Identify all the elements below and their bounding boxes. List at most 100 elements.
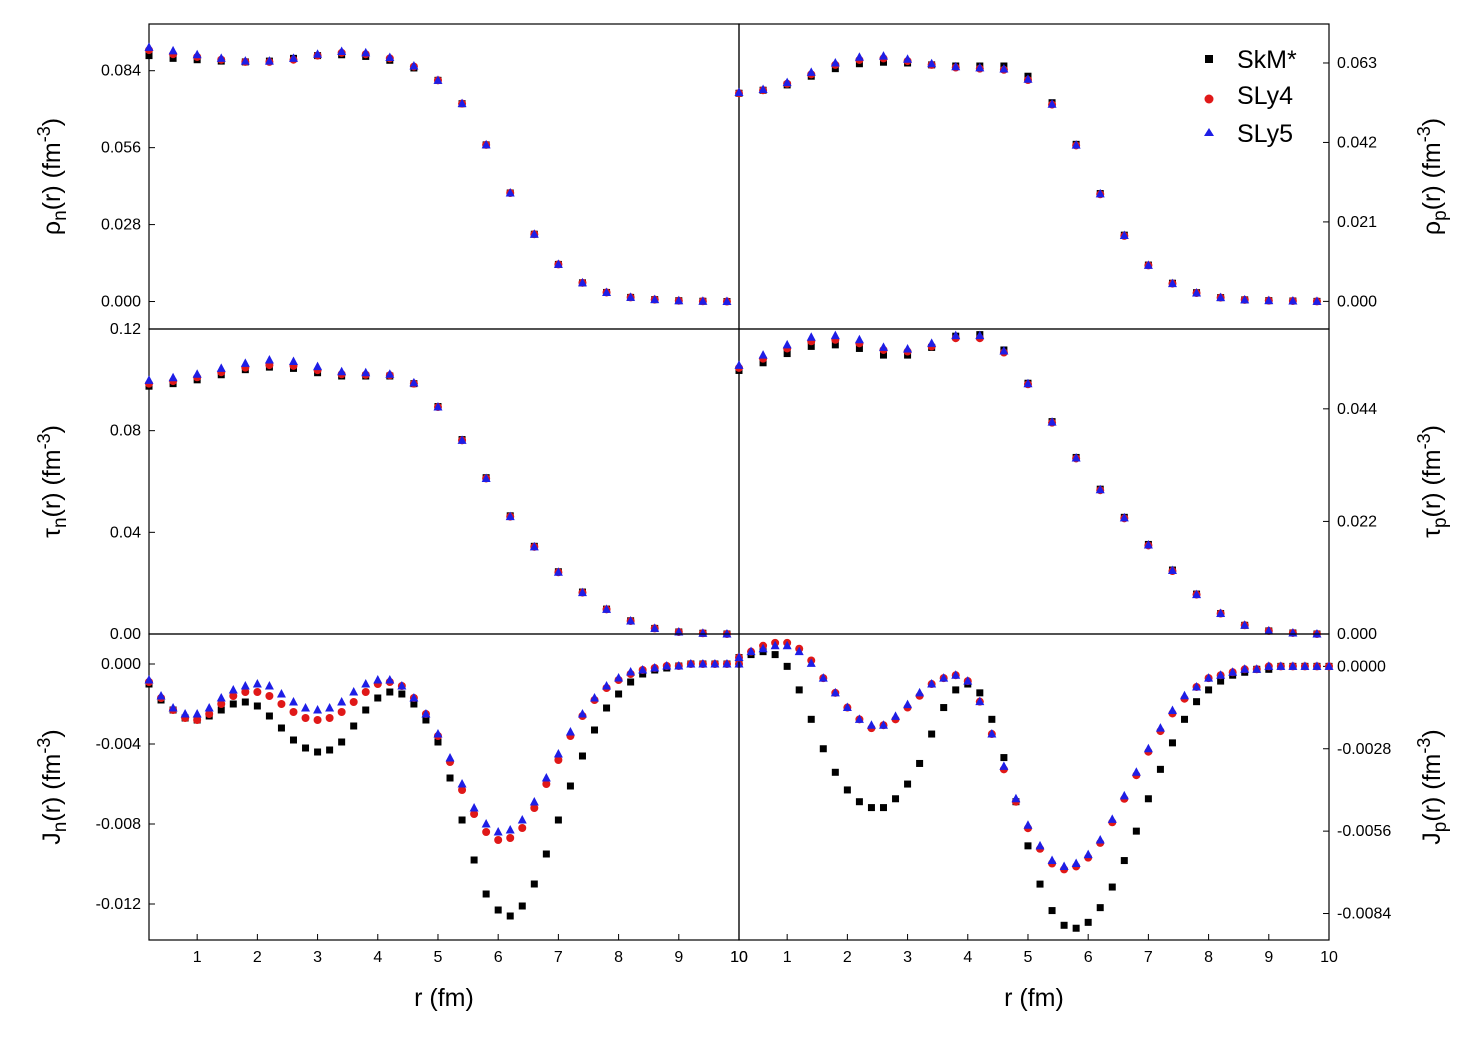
data-point-triangle <box>674 626 684 636</box>
series-sly5 <box>734 330 1322 638</box>
data-point-triangle <box>1204 673 1214 682</box>
data-point-square <box>422 716 430 724</box>
panel-J_n: 0.000 -0.004 -0.008 -0.012 1 2 3 4 5 6 7 8 9 10 Jn(r) … <box>34 633 748 966</box>
data-point-triangle <box>156 691 166 700</box>
data-point-triangle <box>1240 664 1250 673</box>
data-point-triangle <box>758 350 768 359</box>
data-point-triangle <box>722 296 732 306</box>
data-point-triangle <box>662 661 672 670</box>
data-point-triangle <box>1071 140 1081 149</box>
data-point-triangle <box>987 729 997 738</box>
data-point-triangle <box>903 699 913 709</box>
data-point-triangle <box>445 753 455 762</box>
data-point-triangle <box>1119 512 1129 522</box>
series-sly5 <box>734 640 1334 870</box>
series-skmstar <box>735 331 1321 638</box>
plot-frame <box>738 328 1330 635</box>
data-point-square <box>482 890 490 898</box>
data-point-triangle <box>337 46 347 55</box>
data-point-triangle <box>385 369 395 378</box>
x-tick-label: 5 <box>1024 949 1033 966</box>
data-point-square <box>1084 918 1092 926</box>
data-point-square <box>879 351 887 359</box>
data-point-triangle <box>602 604 612 613</box>
data-point-triangle <box>144 675 154 684</box>
data-point-circle <box>241 688 250 696</box>
y-tick-label: -0.004 <box>96 736 141 753</box>
x-tick-label: 10 <box>730 949 748 966</box>
data-point-triangle <box>240 56 250 65</box>
data-point-square <box>807 715 815 723</box>
data-point-triangle <box>866 720 876 729</box>
data-point-triangle <box>505 511 515 521</box>
data-point-triangle <box>878 342 888 351</box>
data-point-triangle <box>878 51 888 60</box>
data-point-square <box>940 704 948 712</box>
data-point-triangle <box>1119 790 1129 800</box>
data-point-square <box>591 726 599 734</box>
y-axis-label-J_p: Jp(r) (fm-3) <box>1414 729 1451 844</box>
data-point-circle <box>301 714 310 722</box>
data-point-square <box>1108 883 1116 891</box>
data-point-triangle <box>192 709 202 718</box>
data-point-triangle <box>1047 417 1057 426</box>
data-point-square <box>542 850 550 858</box>
data-point-square <box>1181 715 1189 723</box>
legend-label-sly5: SLy5 <box>1237 120 1293 148</box>
data-point-triangle <box>1083 849 1093 859</box>
data-point-triangle <box>409 61 419 70</box>
data-point-square <box>928 730 936 738</box>
data-point-triangle <box>782 77 792 87</box>
y-axis-label-tau_n: τn(r) (fm-3) <box>34 425 71 538</box>
y-tick-label: -0.0084 <box>1337 906 1391 923</box>
data-point-circle <box>506 834 515 842</box>
data-point-square <box>1132 827 1140 835</box>
data-point-triangle <box>602 287 612 296</box>
y-tick-label: 0.0000 <box>1337 658 1386 675</box>
data-point-triangle <box>1095 188 1105 198</box>
data-point-triangle <box>758 84 768 93</box>
data-point-triangle <box>999 346 1009 355</box>
x-tick-label: 7 <box>554 949 563 966</box>
data-point-triangle <box>915 687 925 697</box>
data-point-triangle <box>602 681 612 690</box>
data-point-triangle <box>927 338 937 347</box>
data-point-triangle <box>1300 661 1310 670</box>
y-tick-label: 0.08 <box>110 423 141 440</box>
y-axis-label-rho_p: ρp(r) (fm-3) <box>1414 118 1451 235</box>
data-point-square <box>434 738 442 746</box>
data-point-square <box>398 690 406 698</box>
x-tick-label: 3 <box>903 949 912 966</box>
data-point-triangle <box>192 369 202 378</box>
data-point-triangle <box>1312 629 1322 638</box>
data-point-triangle <box>927 679 937 688</box>
data-point-triangle <box>1240 294 1250 304</box>
data-point-triangle <box>1107 814 1117 823</box>
data-point-triangle <box>674 661 684 670</box>
data-point-square <box>350 722 358 730</box>
data-point-circle <box>205 710 214 718</box>
data-point-triangle <box>1023 820 1033 829</box>
data-point-square <box>603 704 611 712</box>
data-point-square <box>867 804 875 812</box>
data-point-triangle <box>1023 378 1033 388</box>
data-point-triangle <box>216 363 226 372</box>
data-point-triangle <box>650 623 660 632</box>
data-point-triangle <box>698 628 708 637</box>
y-tick-label: 0.00 <box>110 626 141 643</box>
data-point-triangle <box>264 355 274 364</box>
y-tick-label: -0.008 <box>96 816 141 833</box>
data-point-circle <box>265 692 274 700</box>
data-point-triangle <box>505 187 515 197</box>
data-point-square <box>145 52 153 60</box>
panel-rho_p: 0.000 0.021 0.042 0.063 ρp(r) (fm-3) <box>734 23 1451 330</box>
data-point-triangle <box>529 797 539 806</box>
legend-marker-sly5 <box>1204 128 1214 136</box>
data-point-triangle <box>433 402 443 411</box>
y-tick-label: 0.028 <box>101 217 141 234</box>
y-tick-label: 0.056 <box>101 140 141 157</box>
data-point-triangle <box>1143 743 1153 753</box>
data-point-triangle <box>168 372 178 382</box>
data-point-triangle <box>1216 292 1226 302</box>
data-point-square <box>879 804 887 812</box>
